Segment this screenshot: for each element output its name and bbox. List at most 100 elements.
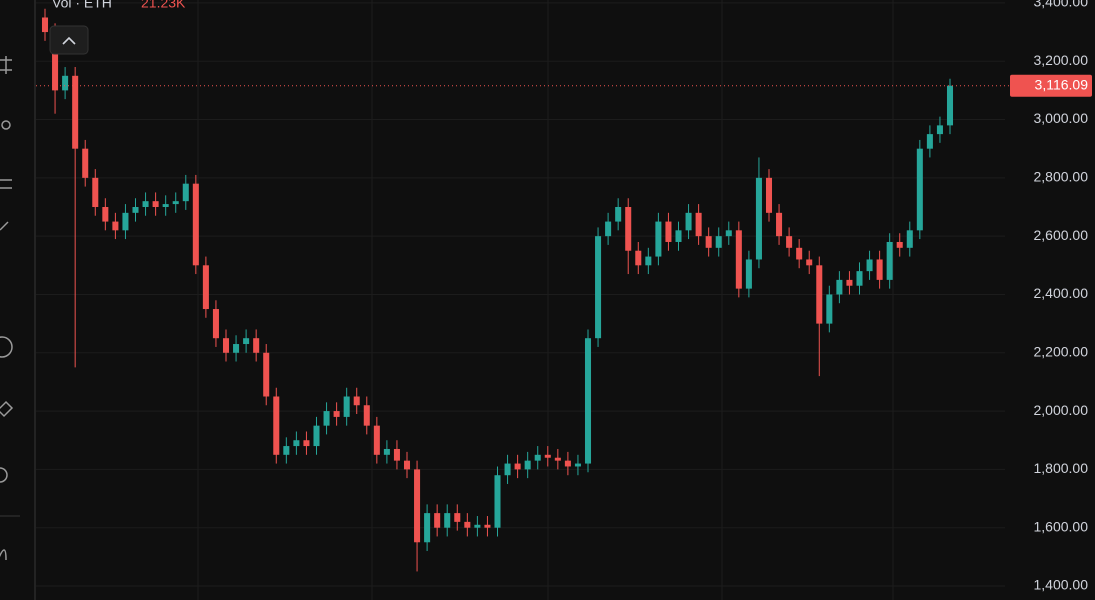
collapse-button[interactable] [49,25,89,55]
candle-body [826,294,833,324]
candle-body [504,463,511,476]
toolbar [0,0,36,600]
candle-body [786,236,793,248]
candle-body [765,177,773,213]
candle-body [353,396,360,406]
candle-body [383,448,390,455]
candle-body [886,241,893,280]
last-price-label: 3,116.09 [1035,76,1089,92]
candle-body [72,75,79,149]
candle-body [916,148,923,231]
candle-body [655,221,662,257]
candle-body [253,338,260,353]
candle-body [202,265,209,310]
grid [36,2,1005,587]
candle-body [464,521,471,528]
volume-title: Vol · ETH [52,0,112,11]
volume-value: 21.23K [141,0,186,11]
candle-body [474,524,481,528]
candle-body [605,221,612,237]
candle-body [695,212,702,237]
collapse-icon[interactable] [62,36,76,45]
candle-body [755,177,762,260]
tool-icon[interactable] [0,400,14,418]
candle-body [524,460,531,470]
candle-body [343,396,350,417]
candle-body [172,201,179,205]
tool-icon[interactable] [0,549,7,561]
candle-body [896,241,903,248]
candle-body [182,183,189,202]
y-tick-label: 1,400.00 [1034,577,1089,593]
candle-body [263,352,270,397]
candle-body [735,230,742,289]
candle-body [846,279,853,286]
candle-body [625,206,632,251]
candle-body [836,279,843,295]
y-tick-label: 1,800.00 [1034,460,1089,476]
candle-body [806,259,813,266]
candle-body [122,212,129,231]
candle-body [574,463,581,467]
candle-body [424,513,431,543]
candle-body [293,440,300,447]
tool-icon[interactable] [0,336,13,358]
candle-body [303,440,310,447]
candle-body [212,309,219,339]
last-price-box [1010,74,1092,97]
collapse-button-box[interactable] [49,25,89,55]
tool-icon[interactable] [0,221,9,231]
tool-icon[interactable] [1,120,11,130]
candle-body [866,259,873,272]
candle-body [434,513,441,528]
candle-body [534,454,541,461]
candle-body [393,448,400,461]
candle-body [554,457,561,461]
candle-body [92,177,99,207]
candle-body [273,396,280,455]
tool-icon[interactable] [0,179,12,189]
candle-body [615,206,622,222]
candle-body [82,148,89,178]
candle-body [665,221,672,242]
candle-body [283,446,290,455]
candle-body [333,411,340,417]
candle-body [142,201,149,207]
candle-body [152,201,159,207]
candle-body [715,236,722,248]
candle-body [936,125,943,135]
y-tick-label: 2,400.00 [1034,285,1089,301]
candle-body [313,425,320,447]
candle-body [243,338,250,345]
y-tick-label: 3,200.00 [1034,52,1089,68]
candle-body [595,236,602,339]
candle-body [373,425,380,455]
y-tick-label: 2,800.00 [1034,169,1089,185]
y-tick-label: 3,400.00 [1034,0,1089,10]
candle-body [776,212,783,237]
candle-body [444,513,451,528]
y-tick-label: 2,600.00 [1034,227,1089,243]
tool-icon[interactable] [0,467,8,483]
candle-body [52,32,59,91]
tool-icon[interactable] [0,56,12,74]
candle-body [645,256,652,266]
candle-body [41,17,49,33]
candle-body [363,405,370,426]
candle-body [725,230,732,237]
candles [41,8,954,572]
candle-body [403,460,411,470]
candle-body [222,338,230,353]
candle-body [102,206,109,222]
candle-body [635,250,642,266]
candle-body [876,259,883,280]
y-tick-label: 1,600.00 [1034,518,1089,534]
candle-body [816,265,823,324]
candle-body [685,212,692,231]
candle-body [856,271,863,286]
candle-body [584,338,592,464]
y-tick-label: 3,000.00 [1034,110,1089,126]
candle-body [112,221,119,231]
candle-body [796,247,803,260]
